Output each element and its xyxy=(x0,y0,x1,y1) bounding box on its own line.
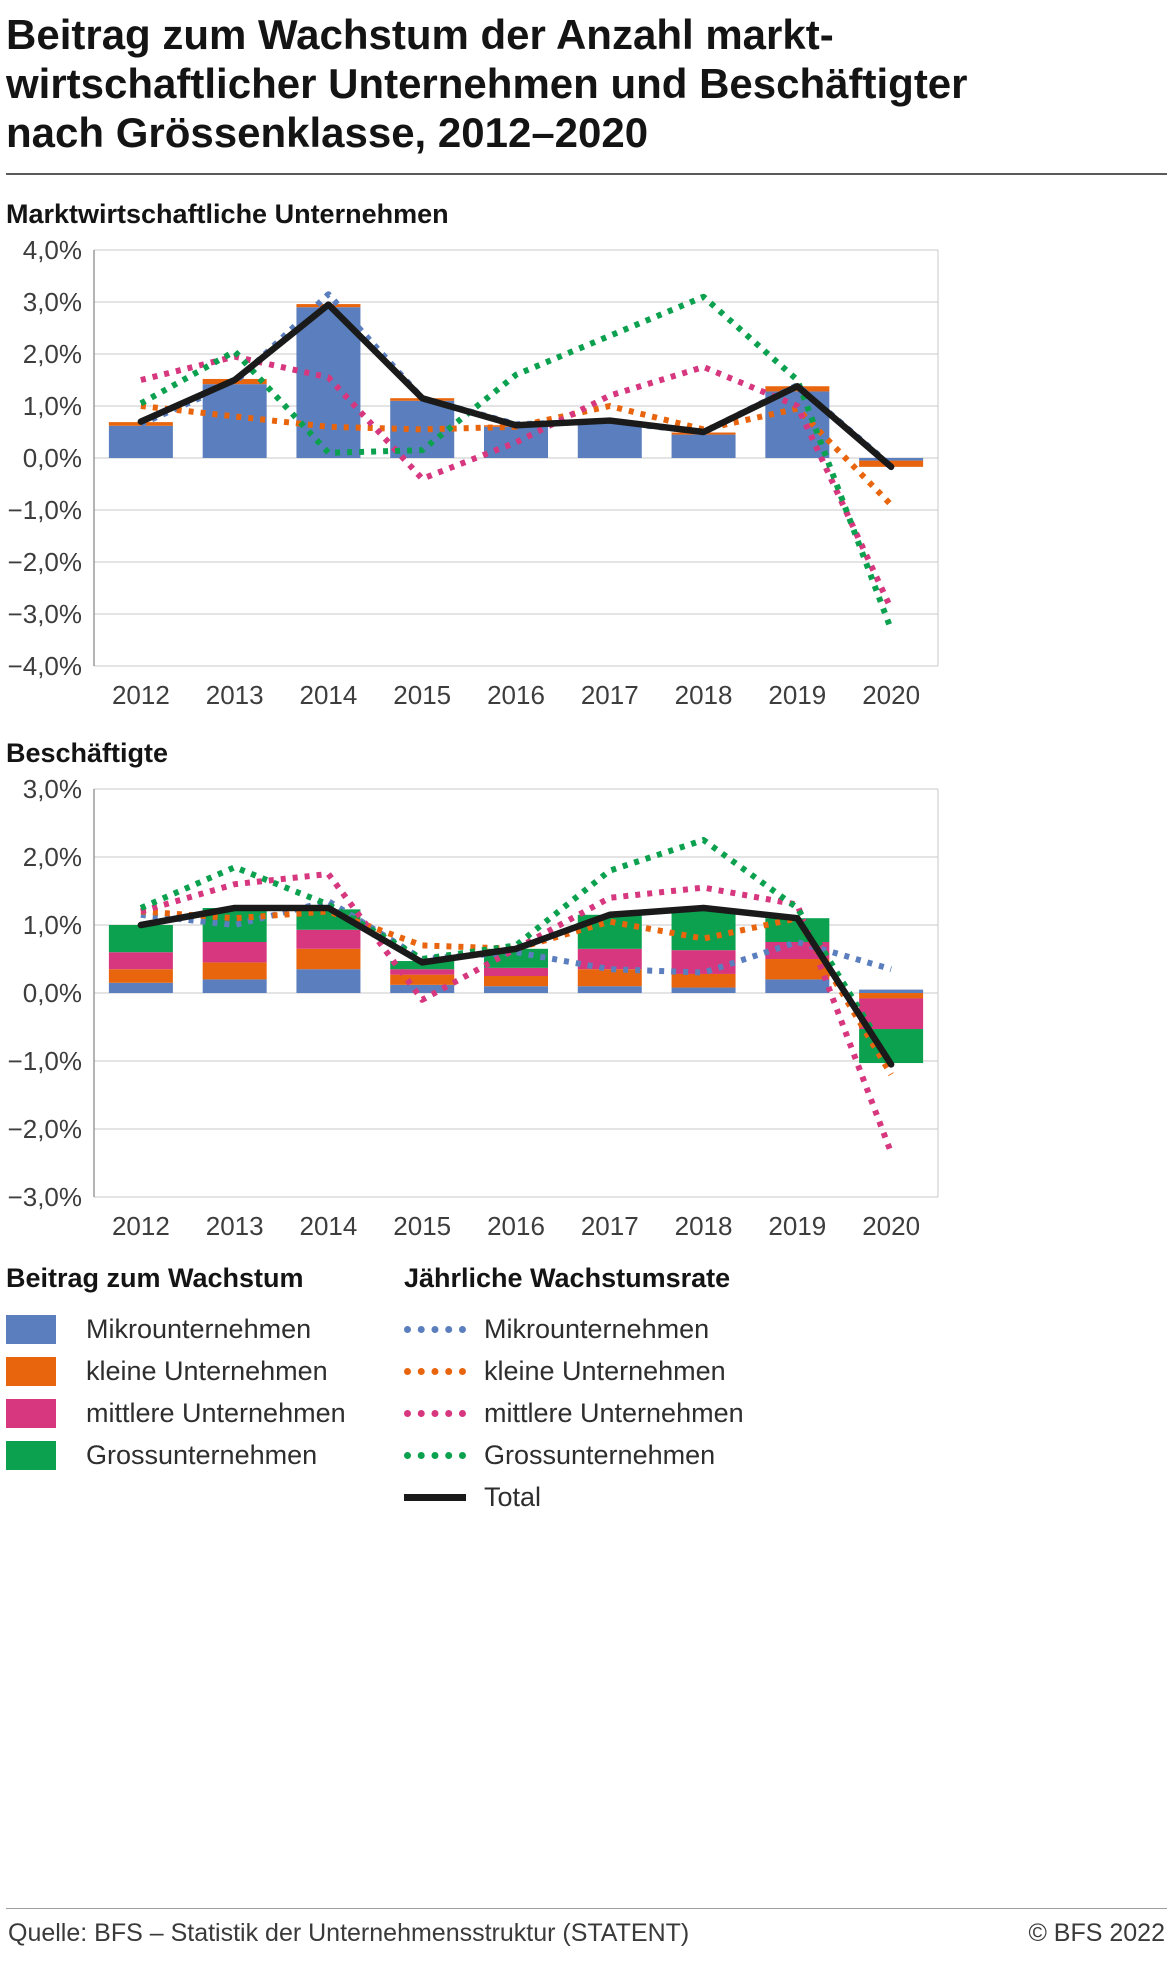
chart-section-beschaeftigte: Beschäftigte 3,0% 2,0% 1,0% 0,0% −1,0% −2,0% −… xyxy=(6,714,1167,1245)
page-title-line-1: Beitrag zum Wachstum der Anzahl markt- xyxy=(6,11,834,58)
svg-text:1,0%: 1,0% xyxy=(23,910,82,940)
svg-text:−1,0%: −1,0% xyxy=(8,495,82,525)
legend-item-line-large: Grossunternehmen xyxy=(404,1440,1167,1470)
svg-text:2020: 2020 xyxy=(862,1211,920,1241)
svg-text:3,0%: 3,0% xyxy=(23,774,82,804)
svg-text:2,0%: 2,0% xyxy=(23,842,82,872)
svg-text:1,0%: 1,0% xyxy=(23,391,82,421)
legend-lines-column: Jährliche Wachstumsrate Mikrounternehmen… xyxy=(404,1261,1167,1524)
legend-bars-title: Beitrag zum Wachstum xyxy=(6,1263,304,1294)
small-bar-swatch xyxy=(6,1356,56,1386)
svg-text:2019: 2019 xyxy=(768,680,826,710)
svg-text:−1,0%: −1,0% xyxy=(8,1046,82,1076)
svg-text:2018: 2018 xyxy=(675,680,733,710)
small-line-swatch xyxy=(404,1367,466,1375)
svg-text:2017: 2017 xyxy=(581,680,639,710)
legend-item-label: Grossunternehmen xyxy=(484,1439,716,1470)
page-title-line-2: wirtschaftlicher Unternehmen und Beschäf… xyxy=(6,60,968,108)
legend-item-label: kleine Unternehmen xyxy=(484,1355,726,1386)
legend-item-line-total: Total xyxy=(404,1482,1167,1512)
chart-unternehmen-svg: 4,0% 3,0% 2,0% 1,0% 0,0% −1,0% −2,0% −3,0% −4,0%… xyxy=(8,235,939,710)
svg-text:−2,0%: −2,0% xyxy=(8,1114,82,1144)
legend-item-label: Mikrounternehmen xyxy=(484,1313,710,1344)
svg-text:2014: 2014 xyxy=(300,680,358,710)
legend-lines-title: Jährliche Wachstumsrate xyxy=(404,1263,731,1294)
svg-text:2012: 2012 xyxy=(112,680,170,710)
total-line-swatch xyxy=(404,1493,466,1501)
legend-item-line-medium: mittlere Unternehmen xyxy=(404,1398,1167,1428)
medium-bar-swatch xyxy=(6,1398,56,1428)
svg-text:−3,0%: −3,0% xyxy=(8,599,82,629)
large-bar-swatch xyxy=(6,1440,56,1470)
legend-item-label: Mikrounternehmen xyxy=(86,1313,312,1344)
legend-bars-column: Beitrag zum Wachstum Mikrounternehmen kl… xyxy=(6,1261,404,1524)
footer: Quelle: BFS – Statistik der Unternehmens… xyxy=(6,1908,1167,1964)
legend-item-line-small: kleine Unternehmen xyxy=(404,1356,1167,1386)
svg-text:−3,0%: −3,0% xyxy=(8,1182,82,1212)
svg-text:2015: 2015 xyxy=(393,680,451,710)
legend-item-bar-medium: mittlere Unternehmen xyxy=(6,1398,404,1428)
svg-text:3,0%: 3,0% xyxy=(23,287,82,317)
svg-text:2013: 2013 xyxy=(206,1211,264,1241)
svg-text:2020: 2020 xyxy=(862,680,920,710)
legend: Beitrag zum Wachstum Mikrounternehmen kl… xyxy=(6,1261,1167,1524)
large-line-swatch xyxy=(404,1451,466,1459)
legend-item-bar-small: kleine Unternehmen xyxy=(6,1356,404,1386)
svg-text:4,0%: 4,0% xyxy=(23,235,82,265)
svg-text:−4,0%: −4,0% xyxy=(8,651,82,681)
svg-text:2019: 2019 xyxy=(768,1211,826,1241)
svg-text:0,0%: 0,0% xyxy=(23,978,82,1008)
svg-text:2016: 2016 xyxy=(487,680,545,710)
svg-text:2013: 2013 xyxy=(206,680,264,710)
title-divider xyxy=(6,173,1167,176)
chart-section-unternehmen: Marktwirtschaftliche Unternehmen 4,0% 3,0… xyxy=(6,175,1167,714)
chart-beschaeftigte-title: Beschäftigte xyxy=(6,738,169,769)
source-note: Quelle: BFS – Statistik der Unternehmens… xyxy=(8,1919,690,1947)
chart-unternehmen-title: Marktwirtschaftliche Unternehmen xyxy=(6,199,449,230)
svg-text:0,0%: 0,0% xyxy=(23,443,82,473)
page-title: Beitrag zum Wachstum der Anzahl markt- w… xyxy=(6,10,1167,157)
legend-item-label: kleine Unternehmen xyxy=(86,1355,328,1386)
svg-text:2016: 2016 xyxy=(487,1211,545,1241)
page-title-line-3: nach Grössenklasse, 2012–2020 xyxy=(6,109,649,157)
legend-item-bar-large: Grossunternehmen xyxy=(6,1440,404,1470)
legend-item-bar-micro: Mikrounternehmen xyxy=(6,1314,404,1344)
legend-item-label: Grossunternehmen xyxy=(86,1439,318,1470)
svg-text:2017: 2017 xyxy=(581,1211,639,1241)
chart-beschaeftigte-svg: 3,0% 2,0% 1,0% 0,0% −1,0% −2,0% −3,0% 2012 2013 2… xyxy=(8,774,939,1241)
micro-line-swatch xyxy=(404,1325,466,1333)
legend-item-label: mittlere Unternehmen xyxy=(86,1397,346,1428)
micro-bar-swatch xyxy=(6,1314,56,1344)
legend-item-line-micro: Mikrounternehmen xyxy=(404,1314,1167,1344)
legend-item-label: mittlere Unternehmen xyxy=(484,1397,744,1428)
medium-line-swatch xyxy=(404,1409,466,1417)
svg-text:2014: 2014 xyxy=(300,1211,358,1241)
svg-text:2,0%: 2,0% xyxy=(23,339,82,369)
legend-item-label: Total xyxy=(484,1481,542,1512)
svg-text:−2,0%: −2,0% xyxy=(8,547,82,577)
svg-text:2018: 2018 xyxy=(675,1211,733,1241)
svg-text:2015: 2015 xyxy=(393,1211,451,1241)
copyright-note: © BFS 2022 xyxy=(1028,1919,1165,1947)
svg-text:2012: 2012 xyxy=(112,1211,170,1241)
